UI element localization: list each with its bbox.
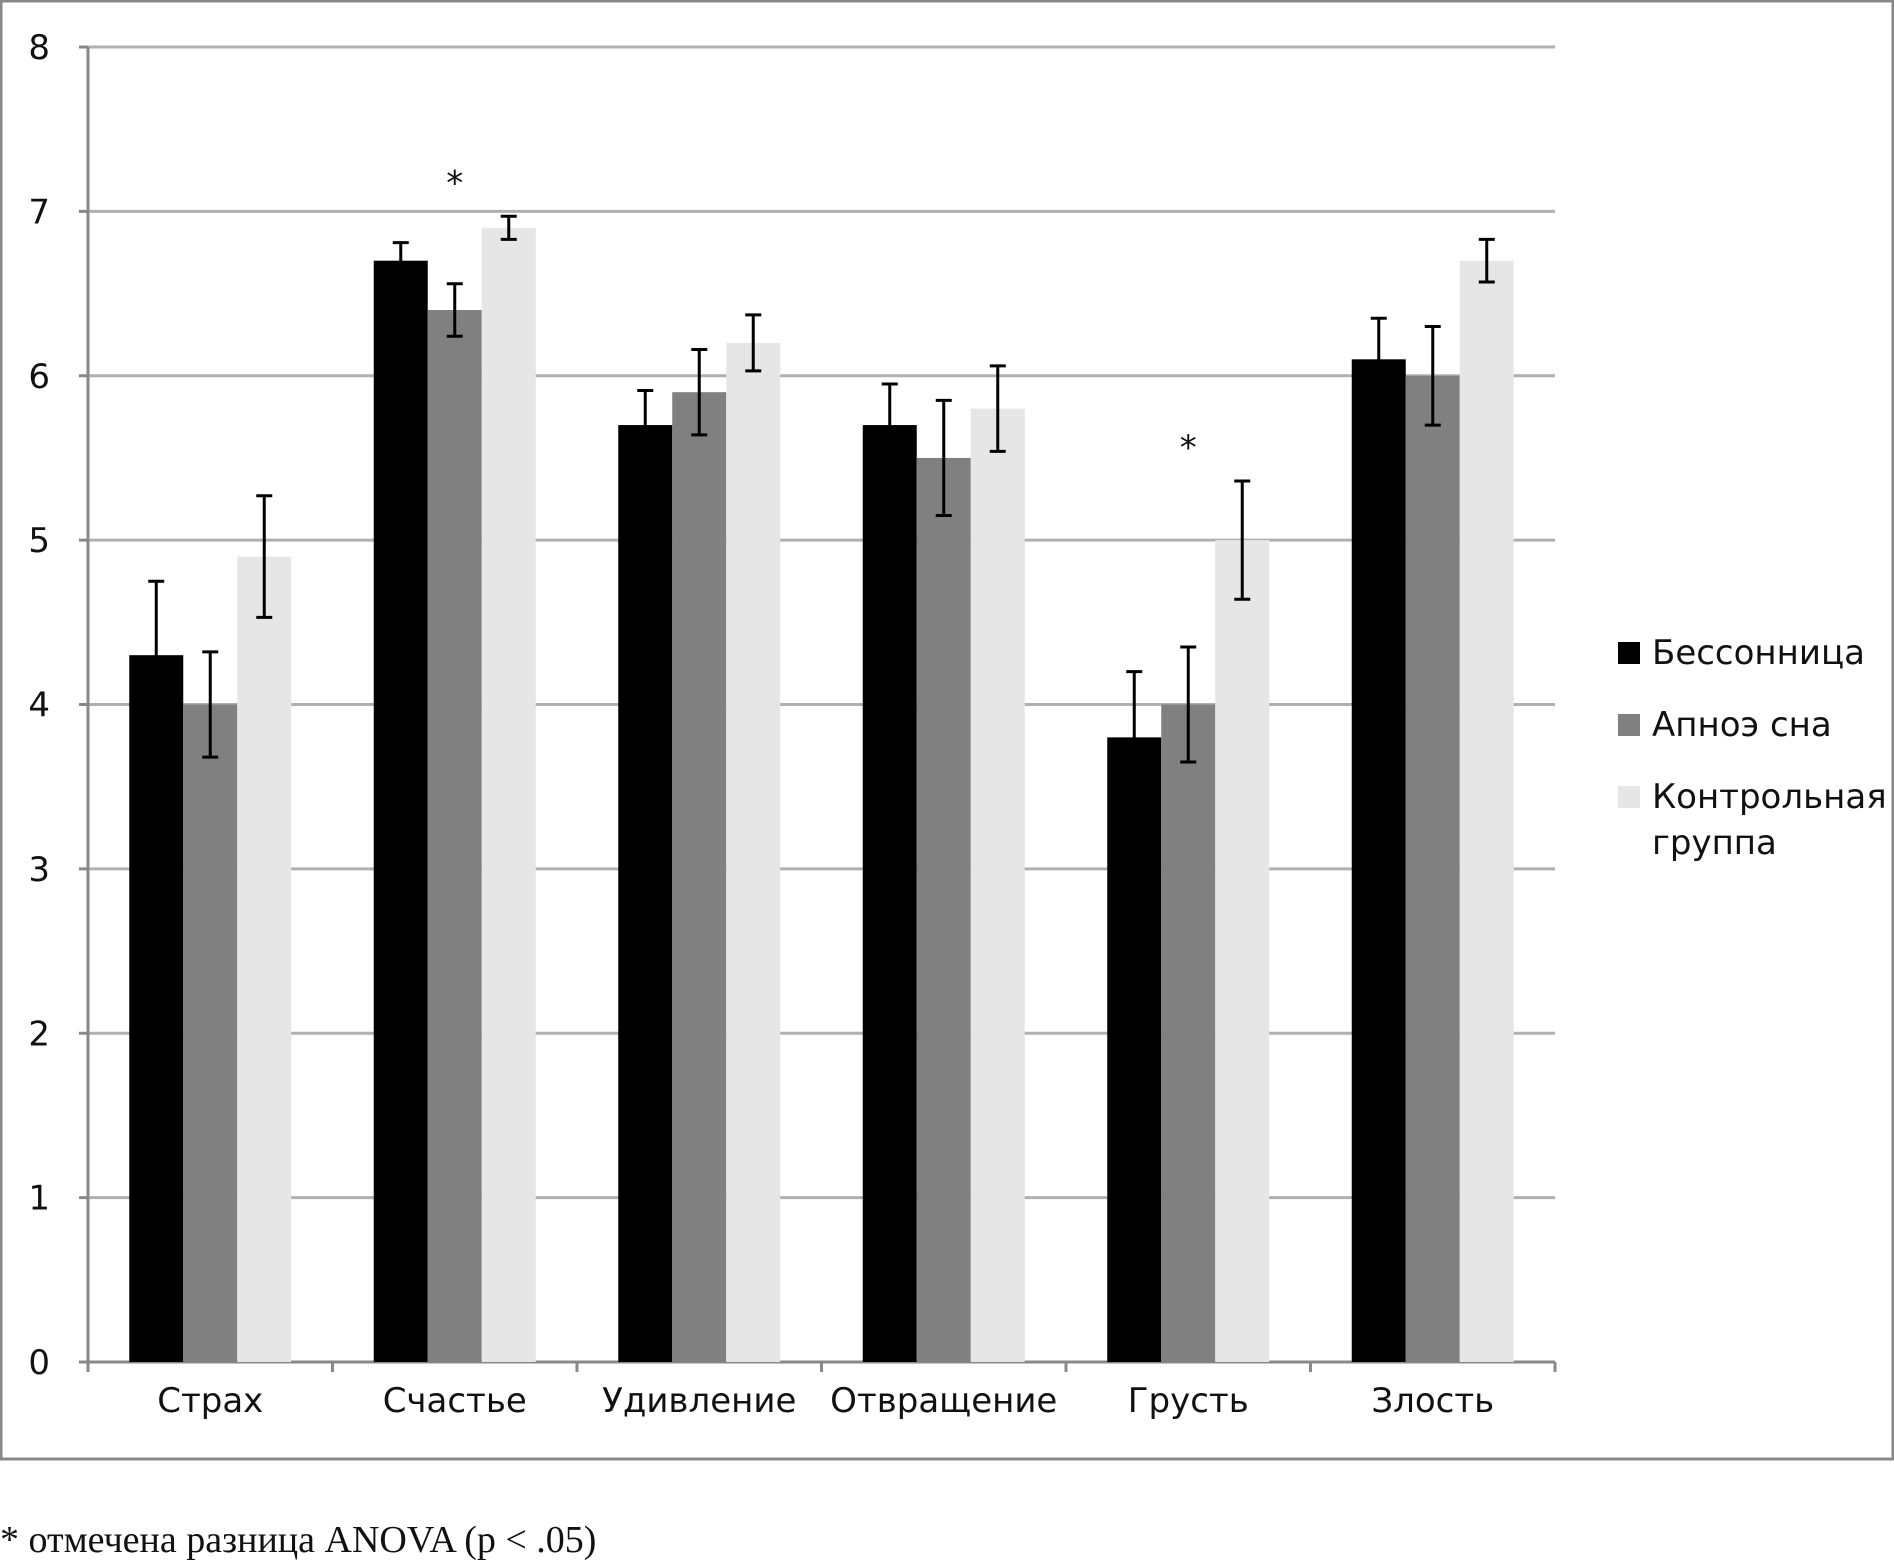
axes: 0 1 2 3 4 5 6 7 8	[28, 28, 1557, 1383]
bar	[672, 392, 727, 1362]
bar	[183, 704, 238, 1362]
bar	[1351, 359, 1406, 1362]
legend: Бессонница Апноэ сна Контрольная группа	[1618, 633, 1887, 863]
legend-swatch	[1618, 786, 1640, 808]
bar	[1215, 540, 1270, 1362]
bar	[916, 457, 971, 1362]
labels: Страх Счастье Удивление Отвращение Грусть Зло…	[157, 163, 1494, 1421]
bar	[862, 425, 917, 1362]
category-label: Отвращение	[830, 1381, 1057, 1421]
bar	[1405, 375, 1460, 1362]
legend-label: Бессонница	[1652, 633, 1865, 673]
y-tick-label: 3	[28, 850, 50, 890]
y-tick-label: 8	[28, 28, 50, 68]
bar	[1107, 737, 1162, 1362]
bar	[1161, 704, 1216, 1362]
footnote: * отмечена разница ANOVA (p < .05)	[0, 1519, 597, 1561]
bar	[618, 425, 673, 1362]
error-bars	[148, 214, 1495, 805]
bar	[237, 556, 292, 1362]
y-tick-label: 0	[28, 1343, 50, 1383]
grid	[88, 45, 1555, 1200]
category-label: Грусть	[1128, 1381, 1249, 1421]
y-tick-label: 2	[28, 1014, 50, 1054]
legend-swatch	[1618, 714, 1640, 736]
y-tick-label: 6	[28, 357, 50, 397]
bar	[373, 260, 428, 1362]
bar	[427, 310, 482, 1362]
legend-swatch	[1618, 642, 1640, 664]
category-label: Счастье	[383, 1381, 527, 1421]
legend-label: Контрольная	[1652, 777, 1887, 817]
bar	[970, 408, 1025, 1362]
y-tick-label: 1	[28, 1179, 50, 1219]
category-label: Злость	[1371, 1381, 1494, 1421]
category-label: Страх	[157, 1381, 263, 1421]
bar	[481, 227, 536, 1362]
significance-marker: *	[1180, 428, 1197, 468]
legend-label: группа	[1652, 823, 1777, 863]
bars	[129, 227, 1514, 1362]
bar	[129, 655, 184, 1362]
legend-label: Апноэ сна	[1652, 705, 1832, 745]
bar	[1459, 260, 1514, 1362]
bar	[726, 342, 781, 1362]
significance-marker: *	[446, 163, 463, 203]
category-label: Удивление	[602, 1381, 796, 1421]
y-tick-label: 4	[28, 686, 50, 726]
y-tick-label: 5	[28, 521, 50, 561]
y-tick-label: 7	[28, 192, 50, 232]
